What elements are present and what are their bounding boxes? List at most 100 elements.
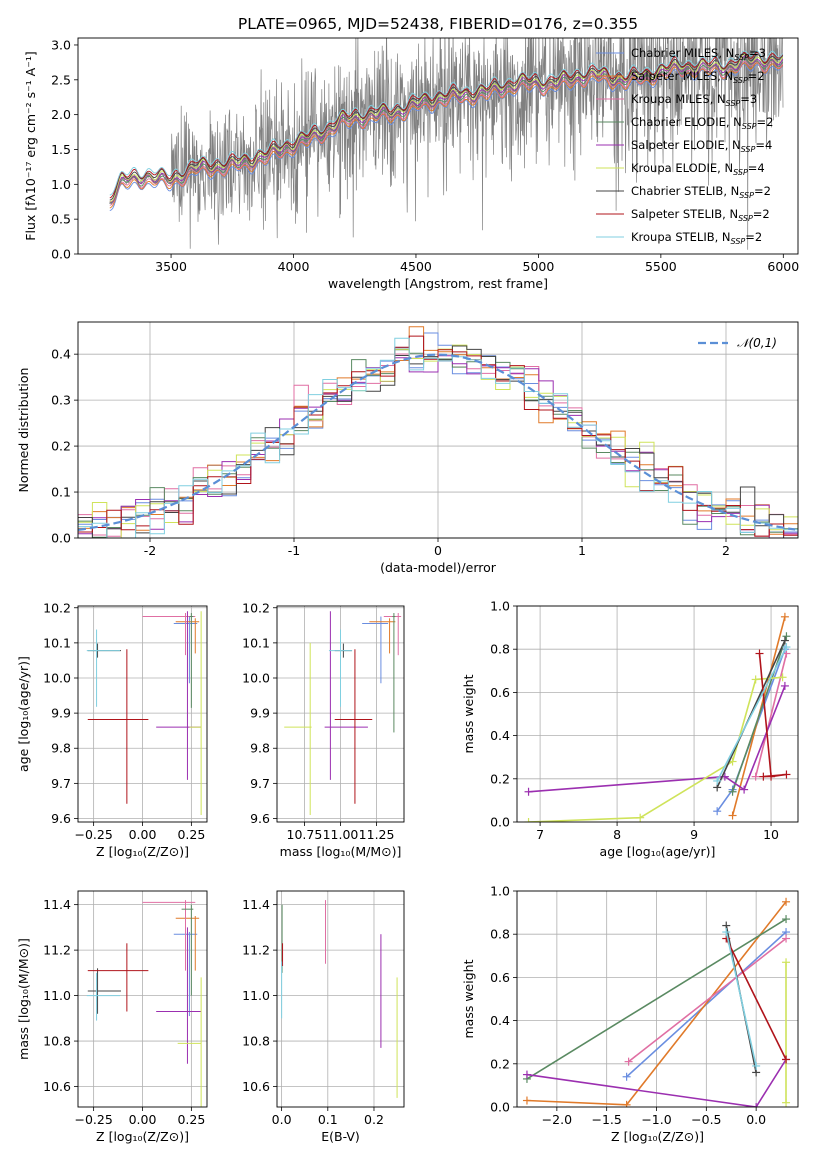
tick-label-x: 3500 — [155, 259, 187, 274]
plot-area — [284, 611, 402, 815]
tick-label-x: 1 — [578, 543, 586, 558]
y-axis-label: age [log₁₀(age/yr)] — [16, 656, 31, 772]
x-axis-label: E(B-V) — [321, 1129, 360, 1144]
y-axis-label: mass weight — [461, 959, 476, 1038]
weight-series-line — [725, 931, 757, 1067]
tick-label-x: −1.5 — [592, 1112, 622, 1127]
tick-label-y: 11.0 — [43, 988, 71, 1003]
panel-age-vs-mass: 10.75 11.00 11.25 9.6 9.7 9.8 9.9 10.0 10.1 10.2 m… — [242, 600, 405, 859]
errorbar-point — [369, 618, 396, 654]
spectrum-model-line — [109, 63, 784, 212]
legend-label: Chabrier STELIB, NSSP=2 — [631, 184, 771, 200]
x-axis-label: mass [log₁₀(M/M⊙)] — [280, 844, 402, 859]
tick-label-x: 0.0 — [746, 1112, 766, 1127]
errorbar-point — [142, 613, 196, 656]
tick-label-y: 1.0 — [490, 599, 510, 614]
errorbar-point — [181, 904, 194, 996]
weight-series-line — [528, 685, 786, 793]
legend-label: Chabrier ELODIE, NSSP=2 — [631, 115, 773, 131]
tick-label-x: 5500 — [645, 259, 677, 274]
weight-series-line — [716, 646, 788, 782]
tick-label-x: 9 — [690, 827, 698, 842]
spectrum-data-line — [109, 38, 784, 250]
plot-area — [86, 900, 202, 1107]
errorbar-point — [87, 943, 149, 1012]
tick-label-x: −0.25 — [74, 827, 112, 842]
tick-label-x: 0.00 — [129, 827, 157, 842]
weight-series-line — [526, 1059, 787, 1107]
errorbar-point — [156, 927, 202, 1064]
panel-age-vs-Z: −0.25 0.00 0.25 9.6 9.7 9.8 9.9 10.0 10.1 10.2 Z [… — [16, 600, 208, 859]
errorbar-point — [324, 611, 368, 780]
tick-label-x: 0.0 — [272, 1112, 292, 1127]
tick-label-y: 10.8 — [242, 1034, 270, 1049]
legend-label: Kroupa ELODIE, NSSP=4 — [631, 161, 765, 177]
errorbar-point — [142, 900, 196, 971]
errorbar-point — [334, 649, 373, 804]
panel-weight-vs-age: 7 8 9 10 0.0 0.2 0.4 0.6 0.8 1.0 age [log₁₀(age/yr… — [461, 599, 799, 859]
residual-histogram — [78, 337, 798, 538]
tick-label-x: 2 — [722, 543, 730, 558]
tick-label-x: 8 — [613, 827, 621, 842]
plot-area — [78, 326, 798, 538]
x-axis-label: wavelength [Angstrom, rest frame] — [328, 276, 548, 291]
tick-label-x: 5000 — [523, 259, 555, 274]
weight-series-line — [754, 653, 788, 777]
errorbar-point — [383, 613, 402, 656]
legend-label: Salpeter STELIB, NSSP=2 — [631, 207, 770, 223]
legend-label: Chabrier MILES, NSSP=3 — [631, 46, 766, 62]
panel-residuals: -2 -1 0 1 2 0.0 0.1 0.2 0.3 0.4 (data-model)/error… — [16, 321, 799, 575]
tick-label-y: 9.7 — [51, 776, 71, 791]
tick-label-y: 9.7 — [250, 776, 270, 791]
errorbar-point — [86, 629, 121, 707]
tick-label-x: 0.00 — [129, 1112, 157, 1127]
errorbar-point — [87, 649, 149, 804]
tick-label-x: −1.0 — [641, 1112, 671, 1127]
axes-frame — [77, 321, 799, 539]
spectrum-model-line — [109, 52, 784, 201]
tick-label-x: 10.75 — [287, 827, 323, 842]
spectrum-legend: Chabrier MILES, NSSP=3 Salpeter MILES, NS… — [596, 46, 773, 246]
errorbar-point — [86, 972, 121, 1021]
axes-frame — [276, 605, 405, 823]
y-axis-label: mass [log₁₀(M/M⊙)] — [16, 938, 31, 1060]
errorbar-point — [392, 613, 396, 733]
errorbar-point — [156, 611, 202, 780]
tick-label-y: 0.8 — [490, 927, 510, 942]
grid — [78, 606, 207, 822]
tick-label-x: -1 — [288, 543, 300, 558]
axes-frame — [276, 890, 405, 1108]
panel-mass-vs-Z: −0.25 0.00 0.25 10.6 10.8 11.0 11.2 11.4 Z [log₁… — [16, 890, 208, 1144]
tick-label-y: 0.6 — [490, 685, 510, 700]
tick-label-y: 10.1 — [242, 635, 270, 650]
tick-label-y: 0.4 — [51, 347, 71, 362]
tick-label-y: 9.6 — [51, 811, 71, 826]
tick-label-y: 11.0 — [242, 988, 270, 1003]
tick-label-y: 0.3 — [51, 393, 71, 408]
tick-label-y: 0.2 — [490, 1056, 510, 1071]
errorbar-point — [189, 611, 202, 815]
tick-label-y: 0.1 — [51, 485, 71, 500]
tick-label-x: 10 — [763, 827, 779, 842]
tick-label-y: 9.8 — [250, 741, 270, 756]
tick-label-y: 11.2 — [43, 943, 71, 958]
tick-label-y: 0.2 — [490, 771, 510, 786]
errorbar-point — [362, 616, 389, 684]
errorbar-point — [87, 968, 121, 1014]
tick-label-y: 10.6 — [242, 1079, 270, 1094]
tick-label-y: 1.0 — [51, 177, 71, 192]
y-axis-label: Flux [fλ10⁻¹⁷ erg cm⁻² s⁻¹ A⁻¹] — [23, 51, 38, 240]
plot-area — [86, 611, 202, 815]
tick-label-x: 0.25 — [177, 827, 205, 842]
spectrum-model-line — [109, 53, 784, 202]
x-axis-label: Z [log₁₀(Z/Z⊙)] — [96, 1129, 189, 1144]
tick-label-y: 11.4 — [242, 897, 270, 912]
weight-series-line — [725, 938, 787, 1060]
tick-label-y: 0.0 — [51, 247, 71, 262]
tick-label-y: 10.2 — [43, 600, 71, 615]
plot-area — [524, 612, 791, 822]
figure-title: PLATE=0965, MJD=52438, FIBERID=0176, z=0… — [238, 15, 638, 33]
tick-label-y: 11.2 — [242, 943, 270, 958]
tick-label-y: 10.0 — [43, 671, 71, 686]
spectrum-model-line — [109, 51, 784, 199]
